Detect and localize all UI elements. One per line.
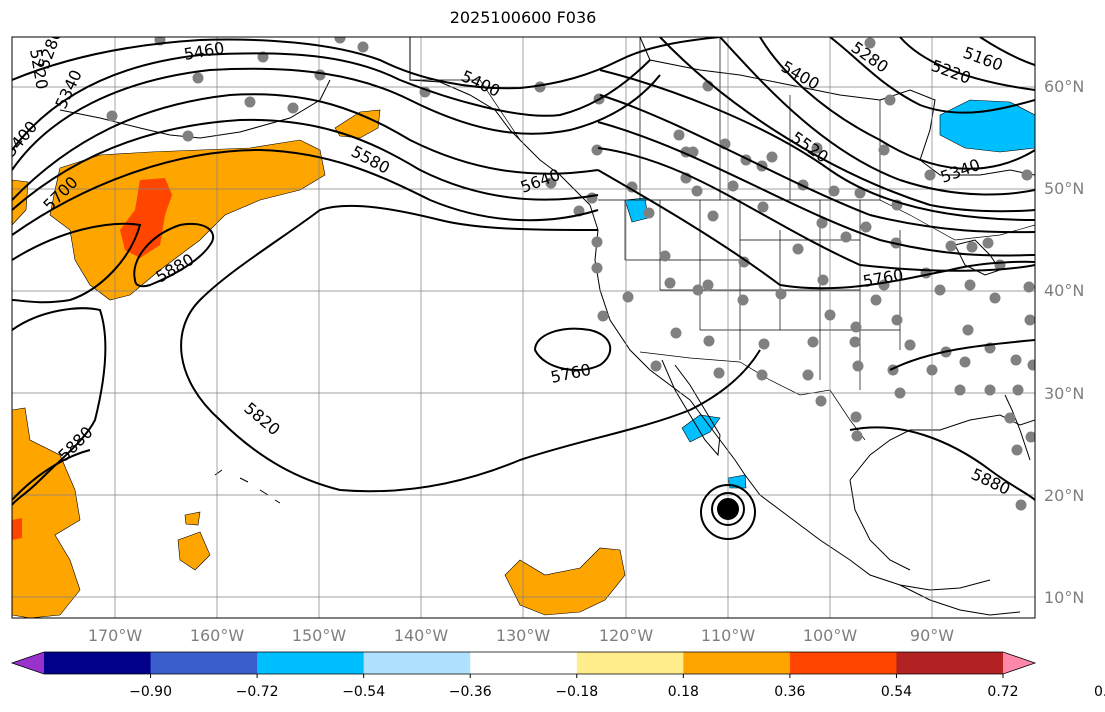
contour-5580-west — [12, 93, 599, 201]
gridlines — [12, 37, 1035, 618]
station-dots — [106, 37, 1035, 511]
contour-5640-west — [12, 118, 599, 211]
state-lines — [624, 200, 901, 390]
colorbar-segment — [257, 652, 365, 674]
contour-5640-east — [597, 121, 1035, 257]
contour-5880-mid — [12, 449, 91, 501]
negative-anomaly-baja — [681, 414, 721, 443]
colorbar-tick-label: 0.18 — [667, 684, 699, 700]
contour-5520 — [599, 69, 1035, 221]
hawaii-islands — [214, 469, 281, 504]
colorbar — [10, 651, 1037, 678]
contour-5400-west — [12, 52, 651, 151]
colorbar-segment — [44, 652, 152, 674]
colorbar-tick-label: 0.36 — [774, 684, 806, 700]
lon-label: 140°W — [393, 626, 449, 645]
map-background — [12, 37, 1035, 618]
contour-5580-east — [599, 94, 1035, 234]
map-frame — [11, 36, 1036, 619]
contour-5220-east — [899, 37, 1035, 91]
lon-label: 130°W — [495, 626, 551, 645]
lon-label: 160°W — [189, 626, 245, 645]
contour-5700-east — [597, 147, 1035, 272]
colorbar-segment — [896, 652, 1004, 674]
colorbar-extend-high — [1003, 652, 1035, 674]
contour-5760-small — [533, 327, 612, 371]
lon-label: 100°W — [802, 626, 858, 645]
contour-5880-box — [133, 222, 215, 288]
positive-anomaly-islands-2 — [184, 511, 201, 526]
map-title: 2025100600 F036 — [449, 8, 597, 27]
colorbar-outline — [10, 651, 1037, 675]
lon-label: 90°W — [909, 626, 955, 645]
strong-anomaly-north-pacific — [120, 178, 172, 258]
contour-5160 — [979, 37, 1035, 66]
north-america-west-coast — [589, 204, 991, 591]
hurricane-symbol — [700, 484, 756, 540]
strong-anomaly-southwest — [12, 518, 22, 540]
positive-anomaly-southeast — [504, 547, 626, 616]
colorbar-tick-label: 0.72 — [987, 684, 1019, 700]
lat-label: 60°N — [1044, 77, 1085, 96]
contour-5340-west — [12, 67, 661, 171]
contour-5460-east — [659, 37, 1035, 213]
lat-label: 20°N — [1044, 486, 1085, 505]
colorbar-tick-label: −0.72 — [235, 684, 279, 700]
lat-label: 10°N — [1044, 588, 1085, 607]
colorbar-segment — [683, 652, 791, 674]
florida — [1004, 394, 1031, 461]
colorbar-segment — [789, 652, 897, 674]
contour-5880-west — [12, 307, 107, 506]
colorbar-tick-label: −0.18 — [555, 684, 599, 700]
alaska-coast — [409, 37, 591, 206]
contour-5880-east — [849, 426, 1035, 501]
mexico-east — [849, 479, 911, 571]
contour-5700-west — [12, 148, 599, 236]
contour-5820-west — [12, 222, 142, 304]
colorbar-tick-label: −0.90 — [129, 684, 172, 700]
colorbar-tick-label: 0.54 — [880, 684, 913, 700]
contour-5340-east — [759, 37, 1035, 170]
contour-5280-east — [829, 37, 1035, 114]
negative-anomaly-west-hawaii — [12, 185, 25, 196]
anomaly-shading — [12, 99, 1035, 618]
contour-5820 — [180, 204, 761, 493]
colorbar-extend-low — [12, 652, 44, 674]
colorbar-segment — [576, 652, 684, 674]
central-america — [899, 584, 1021, 616]
lat-label: 50°N — [1044, 179, 1085, 198]
contour-5760-main — [597, 169, 1035, 290]
lon-label: 150°W — [291, 626, 347, 645]
contour-5880-ne — [889, 339, 1035, 371]
lon-label: 170°W — [87, 626, 143, 645]
us-mexico-border — [639, 351, 866, 441]
lon-label: 110°W — [700, 626, 756, 645]
canada-provinces — [639, 37, 881, 200]
positive-anomaly-southwest — [12, 407, 81, 618]
lat-label: 30°N — [1044, 384, 1085, 403]
lat-label: 40°N — [1044, 281, 1085, 300]
colorbar-segment — [150, 652, 258, 674]
positive-anomaly-gulf-alaska — [334, 109, 381, 139]
colorbar-tick-label: −0.36 — [448, 684, 492, 700]
colorbar-segment — [470, 652, 578, 674]
colorbar-tick-label: −0.54 — [342, 684, 386, 700]
colorbar-tick-label: 0.90 — [1093, 684, 1105, 700]
positive-anomaly-islands-1 — [177, 531, 211, 571]
colorbar-segment — [363, 652, 471, 674]
lon-label: 120°W — [598, 626, 654, 645]
contour-5460-west — [12, 37, 721, 90]
contour-5400-east — [719, 37, 1035, 196]
height-contours — [12, 37, 1035, 506]
